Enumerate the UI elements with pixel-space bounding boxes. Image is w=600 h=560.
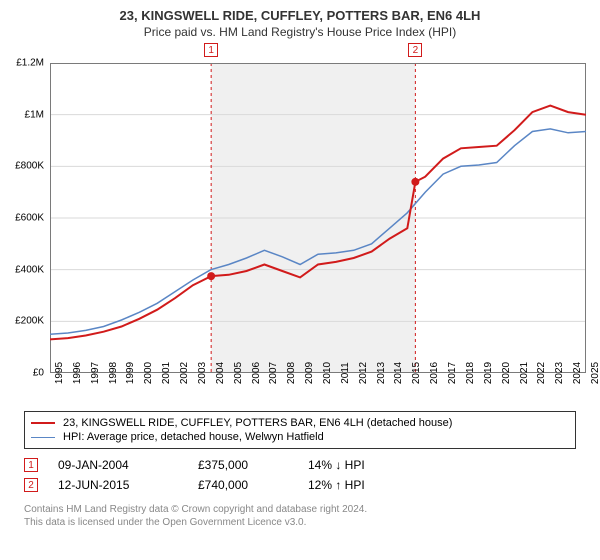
y-tick-label: £200K: [15, 316, 50, 327]
page: 23, KINGSWELL RIDE, CUFFLEY, POTTERS BAR…: [0, 0, 600, 560]
footer: Contains HM Land Registry data © Crown c…: [24, 503, 576, 529]
legend-label: 23, KINGSWELL RIDE, CUFFLEY, POTTERS BAR…: [63, 417, 452, 429]
legend-label: HPI: Average price, detached house, Welw…: [63, 431, 324, 443]
sale-date: 12-JUN-2015: [58, 478, 198, 492]
footer-line2: This data is licensed under the Open Gov…: [24, 516, 576, 529]
x-tick-label: 2002: [175, 362, 190, 384]
x-tick-label: 2010: [318, 362, 333, 384]
x-tick-label: 2022: [532, 362, 547, 384]
y-tick-label: £0: [33, 368, 50, 379]
x-tick-label: 2016: [425, 362, 440, 384]
x-tick-label: 2024: [568, 362, 583, 384]
sale-diff: 14% ↓ HPI: [308, 458, 428, 472]
x-tick-label: 2025: [586, 362, 600, 384]
x-tick-label: 2012: [354, 362, 369, 384]
sale-row: 2 12-JUN-2015£740,00012% ↑ HPI: [24, 475, 576, 495]
y-tick-label: £600K: [15, 213, 50, 224]
x-tick-label: 2006: [247, 362, 262, 384]
x-tick-label: 2009: [300, 362, 315, 384]
x-tick-label: 2008: [282, 362, 297, 384]
x-tick-label: 2005: [229, 362, 244, 384]
x-tick-label: 2021: [515, 362, 530, 384]
sale-price: £740,000: [198, 478, 308, 492]
legend-item: 23, KINGSWELL RIDE, CUFFLEY, POTTERS BAR…: [31, 416, 569, 430]
x-tick-label: 2018: [461, 362, 476, 384]
x-tick-label: 1996: [68, 362, 83, 384]
x-tick-label: 2014: [389, 362, 404, 384]
x-tick-label: 1997: [86, 362, 101, 384]
chart-title-line1: 23, KINGSWELL RIDE, CUFFLEY, POTTERS BAR…: [0, 0, 600, 23]
x-tick-label: 2013: [372, 362, 387, 384]
x-tick-label: 2007: [264, 362, 279, 384]
price-chart: £0£200K£400K£600K£800K£1M£1.2M1995199619…: [50, 63, 586, 373]
x-tick-label: 2003: [193, 362, 208, 384]
sale-diff: 12% ↑ HPI: [308, 478, 428, 492]
sale-marker-inline: 1: [24, 458, 38, 472]
legend-swatch: [31, 437, 55, 438]
x-tick-label: 2020: [497, 362, 512, 384]
legend-swatch: [31, 422, 55, 424]
legend: 23, KINGSWELL RIDE, CUFFLEY, POTTERS BAR…: [24, 411, 576, 449]
y-tick-label: £1.2M: [16, 58, 50, 69]
x-tick-label: 2011: [336, 362, 351, 384]
x-tick-label: 2004: [211, 362, 226, 384]
x-tick-label: 1995: [50, 362, 65, 384]
x-tick-label: 2001: [157, 362, 172, 384]
y-tick-label: £800K: [15, 161, 50, 172]
x-tick-label: 2023: [550, 362, 565, 384]
x-tick-label: 2015: [407, 362, 422, 384]
sale-marker: 2: [408, 43, 422, 57]
x-tick-label: 2017: [443, 362, 458, 384]
y-tick-label: £400K: [15, 264, 50, 275]
sale-table: 1 09-JAN-2004£375,00014% ↓ HPI 2 12-JUN-201…: [24, 455, 576, 495]
footer-line1: Contains HM Land Registry data © Crown c…: [24, 503, 576, 516]
sale-row: 1 09-JAN-2004£375,00014% ↓ HPI: [24, 455, 576, 475]
sale-marker-inline: 2: [24, 478, 38, 492]
legend-item: HPI: Average price, detached house, Welw…: [31, 430, 569, 444]
x-tick-label: 2019: [479, 362, 494, 384]
sale-price: £375,000: [198, 458, 308, 472]
chart-title-line2: Price paid vs. HM Land Registry's House …: [0, 25, 600, 39]
sale-date: 09-JAN-2004: [58, 458, 198, 472]
sale-marker: 1: [204, 43, 218, 57]
x-tick-label: 1999: [121, 362, 136, 384]
y-tick-label: £1M: [25, 109, 50, 120]
x-tick-label: 1998: [104, 362, 119, 384]
x-tick-label: 2000: [139, 362, 154, 384]
